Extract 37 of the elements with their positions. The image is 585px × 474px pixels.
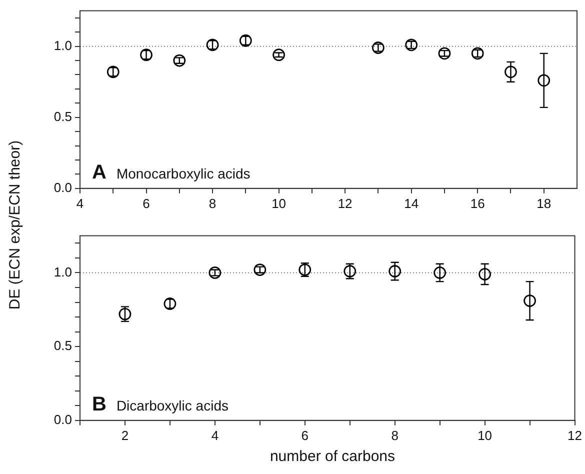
point [434,266,446,279]
annotation: A [92,161,106,184]
y-tick-label: 0.0 [54,412,72,427]
x-axis-title: number of carbons [268,448,396,465]
point [254,264,266,276]
point [438,47,451,60]
x-tick-label: 6 [142,196,150,211]
y-tick-label: 1.0 [54,38,72,53]
point [478,268,492,280]
point [208,266,222,279]
x-tick-label: 14 [404,196,419,211]
annotation: Dicarboxylic acids [116,397,228,414]
x-tick-label: 12 [568,428,582,443]
y-tick-label: 0.5 [54,108,72,124]
point [388,265,402,278]
annotation: B [92,393,106,416]
point [538,74,550,87]
point [272,48,285,62]
y-axis-title: DE (ECN exp/ECN theor) [6,140,24,310]
x-tick-label: 4 [211,428,219,443]
x-tick-label: 16 [470,196,485,211]
x-tick-label: 10 [272,196,286,211]
x-tick-label: 8 [391,428,398,443]
y-tick-label: 0.5 [54,338,72,354]
y-tick-label: 0.0 [54,180,72,195]
x-tick-label: 4 [76,196,84,211]
point [173,54,186,67]
x-tick-label: 12 [338,196,352,211]
x-tick-label: 2 [121,428,129,443]
x-tick-label: 8 [208,196,216,211]
x-tick-label: 18 [536,196,552,211]
y-tick-label: 1.0 [54,264,72,280]
annotation: Monocarboxylic acids [116,165,250,182]
x-tick-label: 6 [301,428,309,443]
x-tick-label: 10 [478,428,492,443]
point [524,294,536,307]
point [504,66,517,78]
